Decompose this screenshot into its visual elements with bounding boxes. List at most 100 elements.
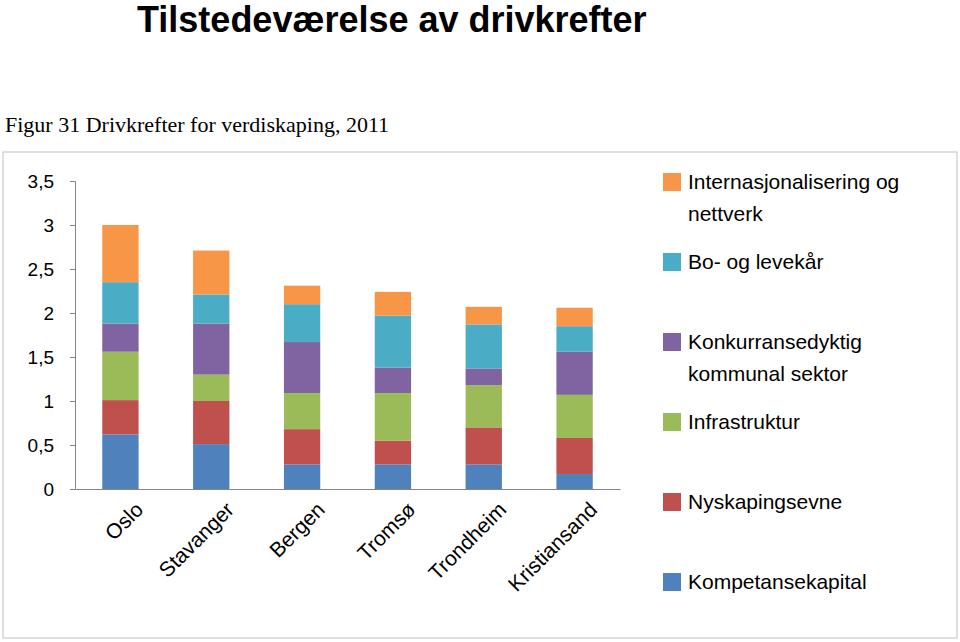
bar — [102, 225, 138, 282]
subtitle: Figur 31 Drivkrefter for verdiskaping, 2… — [5, 112, 389, 137]
y-axis-line — [70, 182, 76, 490]
y-tick: 1 — [43, 391, 75, 412]
bar — [193, 295, 229, 324]
bar — [284, 286, 320, 304]
bar — [556, 326, 592, 352]
legend-label: Kompetansekapital — [688, 570, 867, 593]
legend-swatch — [663, 493, 681, 511]
legend-label: Infrastruktur — [688, 410, 800, 433]
legend-swatch — [663, 333, 681, 351]
legend-swatch — [663, 173, 681, 191]
y-tick: 3,5 — [28, 171, 75, 192]
bar — [556, 352, 592, 395]
series — [102, 434, 593, 489]
bar — [193, 375, 229, 401]
bar — [466, 385, 502, 427]
series — [102, 400, 593, 474]
bar — [375, 316, 411, 368]
legend-item: Kompetansekapital — [663, 570, 867, 593]
y-tick: 0,5 — [28, 435, 75, 456]
bar — [193, 324, 229, 375]
legend-label: Konkurransedyktigkommunal sektor — [688, 330, 862, 385]
bar — [102, 324, 138, 352]
y-tick-label: 1,5 — [28, 347, 54, 368]
legend-swatch — [663, 253, 681, 271]
y-tick-mark — [70, 445, 75, 446]
bar — [556, 308, 592, 326]
y-tick: 0 — [43, 479, 75, 500]
bar — [375, 464, 411, 489]
x-tick: Kristiansand — [503, 489, 601, 596]
y-tick-mark — [70, 313, 75, 314]
series — [102, 324, 593, 395]
bar — [375, 292, 411, 316]
x-tick-label: Tromsø — [353, 497, 420, 564]
bar — [193, 444, 229, 489]
x-tick: Bergen — [265, 489, 329, 562]
bar — [466, 307, 502, 325]
bar — [466, 324, 502, 368]
bars — [102, 225, 593, 489]
y-tick-label: 1 — [43, 391, 54, 412]
y-tick: 2,5 — [28, 259, 75, 280]
y-tick-mark — [70, 269, 75, 270]
y-tick-label: 2,5 — [28, 259, 54, 280]
y-tick-mark — [70, 401, 75, 402]
bar — [466, 427, 502, 464]
y-tick-label: 3,5 — [28, 171, 54, 192]
y-tick-mark — [70, 225, 75, 226]
bar — [466, 464, 502, 489]
y-tick-mark — [70, 489, 75, 490]
y-tick-label: 2 — [43, 303, 54, 324]
y-tick: 1,5 — [28, 347, 75, 368]
y-axis: 0 0,5 1 1,5 2 2,5 3 3,5 — [28, 171, 76, 500]
y-tick-mark — [70, 357, 75, 358]
chart-frame — [3, 152, 957, 638]
y-tick-label: 0,5 — [28, 435, 54, 456]
x-tick-label: Oslo — [100, 498, 147, 545]
y-tick-mark — [70, 181, 75, 182]
y-tick: 2 — [43, 303, 75, 324]
legend-item: Nyskapingsevne — [663, 490, 842, 513]
series — [102, 282, 593, 368]
bar — [375, 368, 411, 394]
bar — [556, 474, 592, 489]
bar — [284, 393, 320, 429]
x-tick: Stavanger — [154, 489, 238, 582]
bar — [556, 395, 592, 438]
legend-item: Konkurransedyktigkommunal sektor — [663, 330, 862, 385]
bar — [193, 401, 229, 444]
bar — [284, 342, 320, 393]
bar — [102, 400, 138, 434]
bar — [102, 352, 138, 400]
bar — [102, 282, 138, 323]
bar — [284, 464, 320, 489]
bar — [284, 429, 320, 464]
y-tick-label: 3 — [43, 215, 54, 236]
legend-swatch — [663, 573, 681, 591]
legend-label: Internasjonalisering ognettverk — [688, 170, 899, 225]
x-tick-label: Kristiansand — [503, 498, 601, 596]
series — [102, 225, 593, 326]
x-tick: Oslo — [100, 489, 147, 544]
legend-item: Internasjonalisering ognettverk — [663, 170, 899, 225]
bar — [375, 393, 411, 441]
y-tick: 3 — [43, 215, 75, 236]
chart: Tilstedeværelse av drivkrefterFigur 31 D… — [0, 0, 960, 642]
legend-label: Bo- og levekår — [688, 250, 823, 273]
legend-swatch — [663, 413, 681, 431]
x-axis-line — [76, 489, 621, 490]
legend-item: Infrastruktur — [663, 410, 800, 433]
bar — [284, 304, 320, 342]
x-tick-label: Bergen — [265, 498, 329, 562]
x-tick-label: Stavanger — [154, 498, 238, 582]
bar — [193, 251, 229, 295]
x-tick: Trondheim — [424, 489, 511, 584]
bar — [556, 438, 592, 474]
legend-item: Bo- og levekår — [663, 250, 823, 273]
x-tick-label: Trondheim — [424, 498, 511, 585]
legend: Internasjonalisering ognettverk Bo- og le… — [663, 170, 899, 593]
bar — [102, 434, 138, 489]
x-tick: Tromsø — [353, 489, 420, 564]
y-tick-label: 0 — [43, 479, 54, 500]
